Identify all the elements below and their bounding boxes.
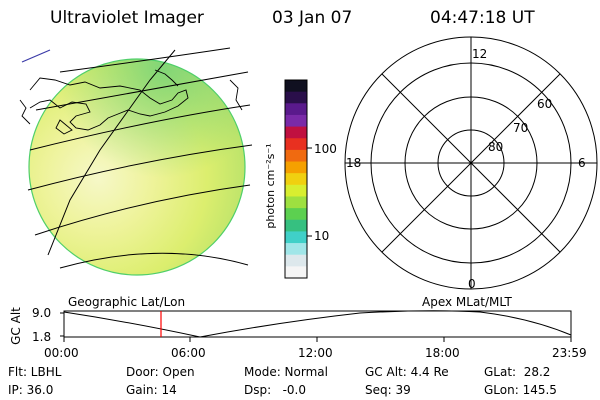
colorbar-band xyxy=(285,254,307,267)
geographic-grid xyxy=(27,47,253,269)
colorbar-band xyxy=(285,91,307,104)
info-gcalt: GC Alt: 4.4 Re xyxy=(365,365,449,379)
colorbar-band xyxy=(285,266,307,279)
colorbar-band xyxy=(285,219,307,233)
colorbar-tick-10: 10 xyxy=(314,229,330,243)
info-dsp: Dsp: -0.0 xyxy=(244,383,307,397)
colorbar xyxy=(284,79,312,279)
info-ip: IP: 36.0 xyxy=(8,383,54,397)
colorbar-band xyxy=(285,161,307,174)
altitude-tick-1-8: 1.8 xyxy=(32,330,52,344)
info-flt: Flt: LBHL xyxy=(8,365,62,379)
geographic-grid-label: Geographic Lat/Lon xyxy=(68,295,186,309)
info-glon: GLon: 145.5 xyxy=(484,383,557,397)
info-seq: Seq: 39 xyxy=(365,383,411,397)
time-tick-0600: 06:00 xyxy=(171,346,206,360)
title-text: Ultraviolet Imager xyxy=(50,8,204,28)
polar-grid xyxy=(344,36,598,290)
altitude-axis-title: GC Alt xyxy=(9,307,23,345)
apex-grid-label: Apex MLat/MLT xyxy=(422,295,512,309)
info-door: Door: Open xyxy=(126,365,195,379)
colorbar-band xyxy=(285,114,307,128)
lat-label-80: 80 xyxy=(488,140,504,154)
mlt-label-0: 0 xyxy=(468,277,476,291)
date-text: 03 Jan 07 xyxy=(272,8,353,28)
colorbar-band xyxy=(285,149,307,163)
time-tick-2359: 23:59 xyxy=(552,346,587,360)
info-glat: GLat: 28.2 xyxy=(484,365,551,379)
earth-disk-image xyxy=(28,58,246,276)
lat-label-60: 60 xyxy=(537,97,553,111)
colorbar-tick-100: 100 xyxy=(314,142,337,156)
altitude-plot xyxy=(60,310,572,342)
colorbar-band xyxy=(285,103,307,116)
colorbar-band xyxy=(285,231,307,244)
colorbar-band xyxy=(285,243,307,256)
mlt-label-18: 18 xyxy=(346,156,362,170)
altitude-tick-9: 9.0 xyxy=(32,306,52,320)
time-tick-1800: 18:00 xyxy=(425,346,460,360)
colorbar-band xyxy=(285,126,307,139)
time-tick-1200: 12:00 xyxy=(298,346,333,360)
lat-label-70: 70 xyxy=(513,121,529,135)
colorbar-band xyxy=(285,138,307,151)
coastline xyxy=(19,69,243,135)
orbit-marker xyxy=(21,49,51,63)
mlt-label-6: 6 xyxy=(578,156,586,170)
info-mode: Mode: Normal xyxy=(244,365,328,379)
colorbar-band xyxy=(285,80,307,93)
mlt-label-12: 12 xyxy=(472,47,488,61)
time-text: 04:47:18 UT xyxy=(430,8,535,28)
info-gain: Gain: 14 xyxy=(126,383,177,397)
colorbar-unit-label: photon cm⁻²s⁻¹ xyxy=(264,143,277,229)
time-tick-0000: 00:00 xyxy=(44,346,79,360)
colorbar-band xyxy=(285,184,307,198)
colorbar-band xyxy=(285,173,307,186)
colorbar-band xyxy=(285,196,307,209)
colorbar-band xyxy=(285,208,307,221)
